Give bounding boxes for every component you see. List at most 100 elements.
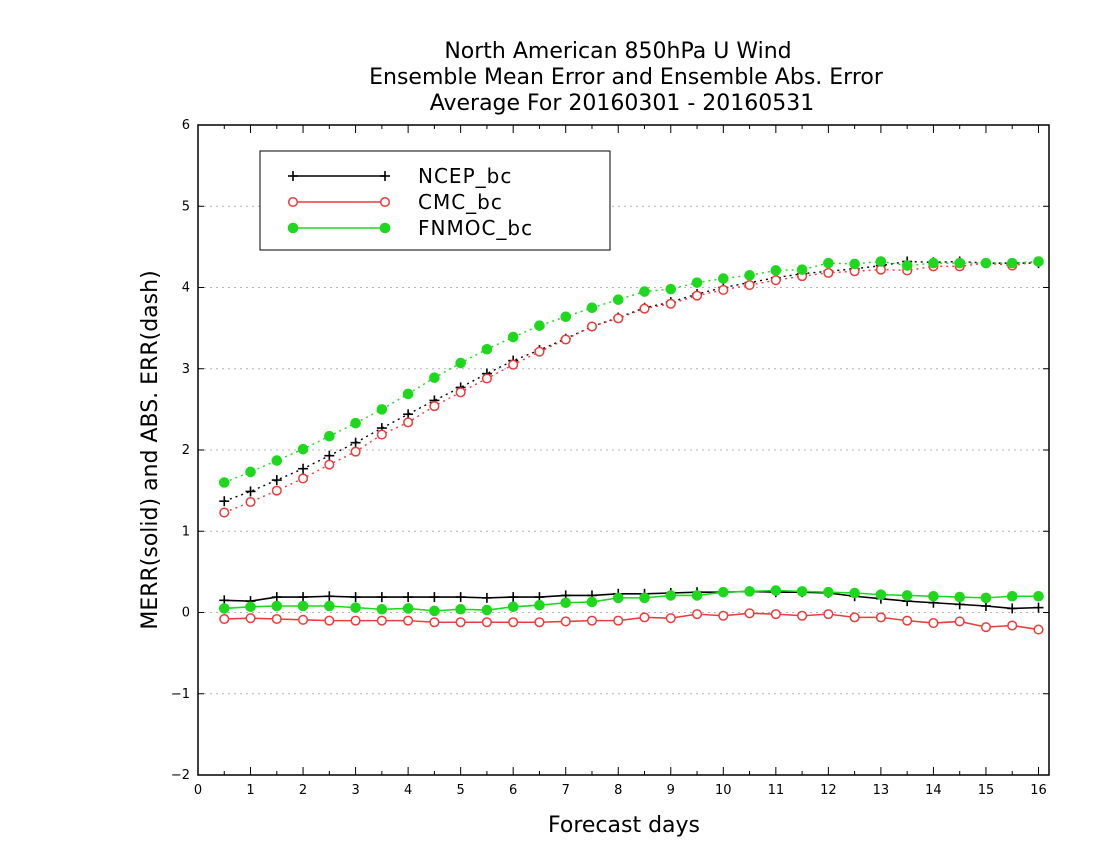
abs-err-point-fnmoc-bc xyxy=(1006,257,1018,269)
abs-err-point-fnmoc-bc xyxy=(665,283,677,295)
merr-point-fnmoc-bc xyxy=(455,603,466,615)
merr-point-cmc-bc xyxy=(481,617,492,628)
merr-point-ncep-bc xyxy=(324,591,335,602)
merr-point-ncep-bc xyxy=(271,592,282,603)
x-tick-label: 10 xyxy=(715,783,732,798)
series-fnmoc-bc xyxy=(218,256,1044,617)
x-tick-label: 0 xyxy=(194,783,202,798)
merr-point-fnmoc-bc xyxy=(823,586,834,598)
merr-point-fnmoc-bc xyxy=(534,599,545,611)
chart-title-line-2: Ensemble Mean Error and Ensemble Abs. Er… xyxy=(369,65,884,90)
legend-entry-ncep-bc: NCEP_bc xyxy=(288,164,511,188)
merr-point-ncep-bc xyxy=(376,592,387,603)
x-tick-label: 12 xyxy=(820,783,837,798)
merr-point-ncep-bc xyxy=(508,592,519,603)
x-tick-label: 4 xyxy=(404,783,412,798)
y-tick-label: 6 xyxy=(182,118,190,133)
abs-err-point-fnmoc-bc xyxy=(612,294,624,305)
merr-point-cmc-bc xyxy=(245,613,256,624)
merr-point-fnmoc-bc xyxy=(744,586,755,597)
merr-point-cmc-bc xyxy=(586,615,598,626)
y-tick-label: 2 xyxy=(182,443,190,458)
abs-err-point-fnmoc-bc xyxy=(455,357,466,369)
abs-err-point-fnmoc-bc xyxy=(928,257,939,269)
abs-err-point-cmc-bc xyxy=(665,298,676,309)
merr-point-fnmoc-bc xyxy=(324,600,335,612)
x-tick-label: 6 xyxy=(509,783,517,798)
merr-point-ncep-bc xyxy=(429,592,440,603)
abs-err-point-fnmoc-bc xyxy=(534,320,545,331)
abs-err-point-fnmoc-bc xyxy=(744,270,755,281)
legend-marker xyxy=(288,171,298,181)
merr-line-ncep-bc xyxy=(224,590,1039,610)
abs-err-point-cmc-bc xyxy=(744,280,755,291)
abs-err-point-ncep-bc xyxy=(350,437,361,448)
merr-point-cmc-bc xyxy=(849,612,860,623)
abs-err-point-cmc-bc xyxy=(219,507,230,518)
merr-point-ncep-bc xyxy=(1007,603,1018,614)
abs-err-point-fnmoc-bc xyxy=(586,302,598,314)
abs-err-point-fnmoc-bc xyxy=(639,286,650,297)
abs-err-point-fnmoc-bc xyxy=(350,417,361,429)
abs-err-point-cmc-bc xyxy=(350,446,361,457)
merr-point-cmc-bc xyxy=(508,617,519,628)
merr-point-cmc-bc xyxy=(902,615,913,626)
merr-point-fnmoc-bc xyxy=(507,601,519,613)
chart-title-line-3: Average For 20160301 - 20160531 xyxy=(430,91,815,116)
merr-point-cmc-bc xyxy=(928,618,939,629)
merr-point-fnmoc-bc xyxy=(560,597,572,609)
merr-point-fnmoc-bc xyxy=(297,600,309,612)
chart-title-line-1: North American 850hPa U Wind xyxy=(444,39,791,64)
x-tick-label: 9 xyxy=(667,783,675,798)
abs-err-point-ncep-bc xyxy=(245,486,256,497)
merr-point-cmc-bc xyxy=(691,609,703,620)
merr-point-cmc-bc xyxy=(770,609,781,620)
merr-line-cmc-bc xyxy=(224,612,1039,631)
merr-point-cmc-bc xyxy=(534,617,545,628)
merr-point-cmc-bc xyxy=(455,617,466,628)
abs-err-point-cmc-bc xyxy=(481,373,492,384)
legend-marker xyxy=(287,222,299,234)
merr-point-cmc-bc xyxy=(797,610,808,621)
x-tick-label: 13 xyxy=(873,783,890,798)
y-tick-label: 5 xyxy=(182,199,190,214)
abs-err-point-fnmoc-bc xyxy=(1033,256,1044,267)
merr-point-fnmoc-bc xyxy=(770,585,782,596)
merr-point-fnmoc-bc xyxy=(639,592,650,604)
merr-point-ncep-bc xyxy=(481,592,492,603)
abs-err-point-fnmoc-bc xyxy=(297,443,309,455)
abs-err-point-fnmoc-bc xyxy=(849,258,860,270)
abs-err-point-fnmoc-bc xyxy=(402,388,414,400)
abs-err-point-cmc-bc xyxy=(245,496,256,508)
abs-err-point-fnmoc-bc xyxy=(875,256,887,267)
merr-point-cmc-bc xyxy=(324,615,335,626)
merr-point-fnmoc-bc xyxy=(954,591,965,603)
merr-point-fnmoc-bc xyxy=(586,596,598,608)
abs-err-point-cmc-bc xyxy=(324,459,335,470)
merr-point-fnmoc-bc xyxy=(481,604,493,616)
abs-err-point-cmc-bc xyxy=(770,275,781,286)
abs-err-point-cmc-bc xyxy=(560,334,571,345)
merr-point-fnmoc-bc xyxy=(1033,590,1044,602)
y-tick-label: 0 xyxy=(182,606,190,621)
merr-point-fnmoc-bc xyxy=(691,590,703,601)
merr-point-cmc-bc xyxy=(271,613,282,625)
merr-point-cmc-bc xyxy=(560,616,571,627)
plot-frame xyxy=(197,124,1050,776)
merr-point-ncep-bc xyxy=(350,592,361,603)
legend-label: FNMOC_bc xyxy=(418,216,533,240)
x-tick-label: 2 xyxy=(299,783,307,798)
abs-err-point-fnmoc-bc xyxy=(901,260,913,271)
x-tick-label: 7 xyxy=(562,783,570,798)
merr-point-fnmoc-bc xyxy=(928,590,939,602)
y-tick-label: 4 xyxy=(182,281,190,296)
abs-err-point-fnmoc-bc xyxy=(324,430,335,442)
merr-point-cmc-bc xyxy=(665,613,676,624)
abs-err-point-fnmoc-bc xyxy=(429,372,440,383)
merr-point-fnmoc-bc xyxy=(849,587,860,599)
abs-err-point-fnmoc-bc xyxy=(980,257,992,269)
merr-point-fnmoc-bc xyxy=(665,590,677,601)
abs-err-point-fnmoc-bc xyxy=(796,264,808,275)
merr-point-cmc-bc xyxy=(219,613,230,625)
merr-point-cmc-bc xyxy=(744,608,755,619)
